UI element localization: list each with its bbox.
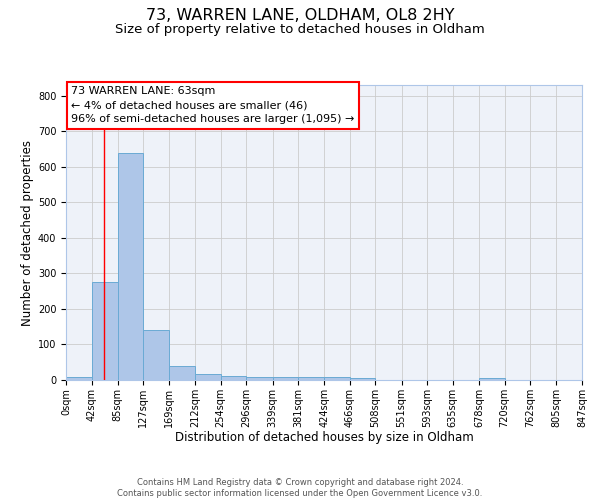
Text: 73, WARREN LANE, OLDHAM, OL8 2HY: 73, WARREN LANE, OLDHAM, OL8 2HY [146,8,454,22]
Bar [118,152,143,380]
Bar [298,377,325,380]
Bar [66,377,92,380]
Y-axis label: Number of detached properties: Number of detached properties [20,140,34,326]
Bar [143,330,169,380]
Text: Size of property relative to detached houses in Oldham: Size of property relative to detached ho… [115,22,485,36]
Bar [169,366,195,380]
X-axis label: Distribution of detached houses by size in Oldham: Distribution of detached houses by size … [175,431,473,444]
Bar [92,282,118,380]
Bar [479,378,505,380]
Bar [272,377,298,380]
Bar [350,378,376,380]
Text: Contains HM Land Registry data © Crown copyright and database right 2024.
Contai: Contains HM Land Registry data © Crown c… [118,478,482,498]
Bar [195,374,221,380]
Bar [247,377,272,380]
Text: 73 WARREN LANE: 63sqm
← 4% of detached houses are smaller (46)
96% of semi-detac: 73 WARREN LANE: 63sqm ← 4% of detached h… [71,86,355,124]
Bar [325,377,350,380]
Bar [221,376,247,380]
